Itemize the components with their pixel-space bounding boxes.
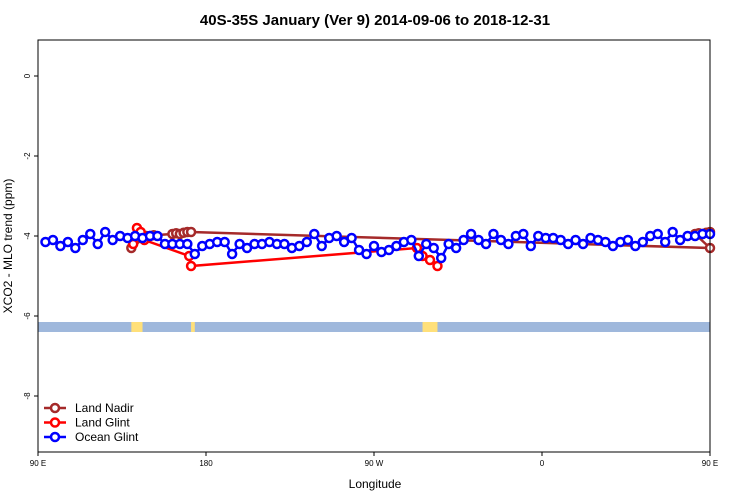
x-tick-label: 180: [199, 459, 213, 468]
data-point: [368, 240, 380, 252]
data-point: [432, 260, 443, 272]
legend-label: Land Nadir: [75, 401, 134, 415]
data-point: [465, 228, 477, 240]
data-point: [659, 236, 671, 248]
data-point: [331, 230, 342, 242]
data-point: [607, 240, 619, 252]
data-point: [562, 238, 574, 250]
land-patch: [131, 322, 143, 332]
data-point: [185, 260, 197, 272]
data-point: [421, 238, 432, 250]
y-tick-label: 0: [23, 73, 32, 78]
series-ocean-glint: [40, 226, 716, 264]
data-point: [488, 228, 499, 240]
data-point: [622, 234, 634, 246]
x-tick-label: 90 E: [702, 459, 718, 468]
legend-marker: [49, 402, 61, 414]
data-point: [234, 238, 245, 250]
data-point: [185, 226, 197, 238]
data-point: [62, 236, 74, 248]
data-point: [107, 234, 118, 246]
data-point: [219, 236, 230, 248]
ocean-band: [38, 322, 710, 332]
data-series: [40, 222, 716, 272]
data-point: [346, 232, 357, 244]
data-point: [428, 242, 439, 254]
x-tick-label: 90 W: [365, 459, 384, 468]
data-point: [525, 240, 537, 252]
legend-item-land-glint: Land Glint: [44, 416, 130, 430]
data-point: [226, 248, 238, 260]
data-point: [577, 238, 589, 250]
data-point: [279, 238, 290, 250]
legend-marker: [49, 431, 61, 443]
data-point: [85, 228, 96, 240]
land-ocean-band: [38, 322, 710, 332]
data-point: [473, 234, 484, 246]
data-point: [55, 240, 66, 252]
data-point: [361, 248, 372, 260]
data-point: [495, 234, 507, 246]
x-tick-label: 90 E: [30, 459, 46, 468]
x-axis-ticks: 90 E 180 90 W 0 90 E: [30, 452, 718, 468]
data-point: [424, 254, 436, 266]
x-tick-label: 0: [540, 459, 545, 468]
legend-label: Ocean Glint: [75, 430, 139, 444]
data-point: [570, 234, 581, 246]
data-point: [241, 242, 253, 254]
land-patch: [422, 322, 438, 332]
data-point: [450, 242, 462, 254]
x-axis-label: Longitude: [349, 477, 402, 491]
data-point: [652, 228, 663, 240]
data-point: [70, 242, 81, 254]
legend-marker: [49, 417, 61, 428]
data-point: [353, 244, 365, 256]
data-point: [391, 240, 402, 252]
data-point: [316, 240, 327, 252]
land-patch: [191, 322, 195, 332]
data-point: [338, 236, 350, 248]
chart-title: 40S-35S January (Ver 9) 2014-09-06 to 20…: [200, 12, 550, 29]
data-point: [99, 226, 111, 238]
y-axis-ticks: 0 -2 -4 -6 -8: [23, 73, 38, 400]
data-point: [637, 236, 649, 248]
data-point: [182, 238, 193, 250]
y-tick-label: -2: [23, 152, 32, 160]
data-point: [443, 238, 454, 250]
data-point: [301, 236, 313, 248]
data-point: [518, 228, 529, 240]
data-point: [294, 240, 305, 252]
data-point: [555, 234, 566, 246]
y-tick-label: -4: [23, 232, 32, 240]
data-point: [674, 234, 686, 246]
data-point: [630, 240, 641, 252]
data-point: [77, 234, 89, 246]
data-point: [92, 238, 103, 250]
data-point: [189, 248, 201, 260]
data-point: [383, 244, 395, 256]
data-point: [458, 234, 469, 246]
y-tick-label: -6: [23, 312, 32, 320]
data-point: [413, 250, 425, 262]
data-point: [152, 230, 163, 242]
data-point: [480, 238, 492, 250]
legend-item-land-nadir: Land Nadir: [44, 401, 134, 415]
legend-label: Land Glint: [75, 416, 130, 430]
data-point: [435, 252, 447, 264]
data-point: [503, 238, 514, 250]
data-point: [47, 234, 59, 246]
data-point: [309, 228, 320, 240]
y-axis-label: XCO2 - MLO trend (ppm): [1, 179, 15, 314]
data-point: [600, 236, 611, 248]
legend-item-ocean-glint: Ocean Glint: [44, 430, 139, 444]
data-point: [406, 234, 417, 246]
y-tick-label: -8: [23, 392, 32, 400]
data-point: [667, 226, 678, 238]
